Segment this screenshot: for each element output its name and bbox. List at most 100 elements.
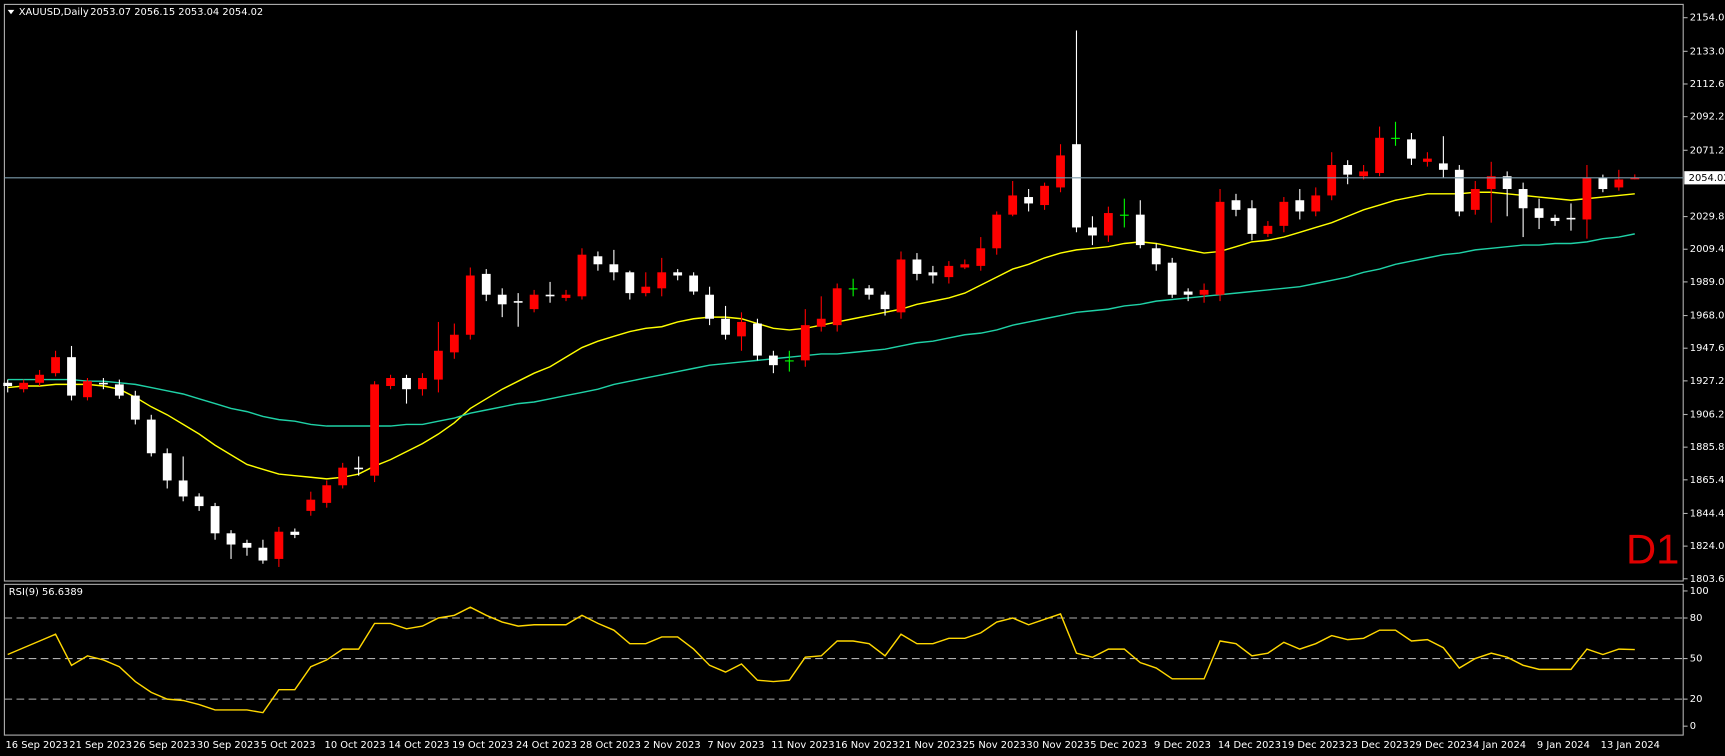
y-tick-label: 1824.00 [1690, 541, 1725, 552]
candle-body [832, 288, 842, 326]
candle-body [338, 467, 348, 486]
x-tick-label: 5 Dec 2023 [1090, 740, 1147, 751]
x-tick-label: 13 Jan 2024 [1601, 740, 1660, 751]
menu-arrow [7, 9, 15, 15]
candle-body [497, 294, 507, 305]
candle-body [35, 374, 45, 383]
candle-body [1630, 177, 1640, 180]
candle-body [1119, 214, 1129, 216]
candle-body [880, 294, 890, 310]
candle-body [1534, 208, 1544, 218]
candle-body [1391, 137, 1400, 139]
candle-body [354, 467, 364, 470]
rsi-title: RSI(9) 56.6389 [9, 587, 83, 598]
x-tick-label: 21 Sep 2023 [69, 740, 132, 751]
candle-body [593, 256, 603, 265]
candle-body [609, 264, 619, 273]
candle-body [912, 259, 922, 274]
candle-body [944, 265, 954, 278]
candle-body [290, 531, 300, 535]
candle-body [545, 294, 555, 297]
candle-body [386, 377, 395, 386]
candle-body [178, 480, 188, 497]
x-tick-label: 28 Oct 2023 [580, 740, 641, 751]
y-tick-label: 2092.20 [1690, 112, 1725, 123]
y-tick-label: 1906.20 [1690, 409, 1725, 420]
candle-body [784, 360, 794, 362]
candle-body [1072, 144, 1081, 228]
chart-title: XAUUSD,Daily [19, 7, 89, 18]
candle-body [657, 272, 667, 289]
candle-body [992, 214, 1002, 249]
y-tick-label: 1803.60 [1690, 574, 1725, 585]
candle-body [1151, 248, 1161, 265]
x-tick-label: 9 Dec 2023 [1154, 740, 1211, 751]
candle-body [306, 499, 316, 511]
candle-body [1279, 201, 1289, 226]
candle-body [1566, 217, 1576, 220]
candle-body [402, 377, 411, 390]
candle-body [1167, 262, 1177, 295]
candle-body [274, 531, 284, 559]
candle-body [1295, 200, 1305, 212]
candle-body [1024, 197, 1034, 204]
candle-body [1502, 176, 1512, 190]
candle-body [51, 357, 60, 374]
candle-body [242, 542, 252, 548]
candle-body [1423, 158, 1432, 162]
candle-body [816, 318, 826, 327]
candle-body [146, 419, 156, 454]
candle-body [928, 272, 938, 276]
candle-body [210, 506, 220, 534]
x-tick-label: 25 Nov 2023 [963, 740, 1026, 751]
rsi-frame [3, 583, 1684, 736]
timeframe-watermark: D1 [1626, 525, 1679, 572]
y-tick-label: 20 [1690, 694, 1703, 705]
x-tick-label: 23 Dec 2023 [1345, 740, 1408, 751]
y-tick-label: 2029.80 [1690, 212, 1725, 223]
candle-body [130, 395, 140, 420]
candle-body [1614, 179, 1624, 188]
y-tick-label: 2071.20 [1690, 145, 1725, 156]
ohlc-text: 2053.07 2056.15 2053.04 2054.02 [90, 7, 263, 18]
candle-body [1470, 189, 1480, 210]
candle-body [705, 294, 714, 319]
candle-body [449, 334, 459, 353]
y-tick-label: 1947.60 [1690, 343, 1725, 354]
candle-body [370, 384, 379, 476]
x-tick-label: 19 Oct 2023 [452, 740, 513, 751]
candle-body [19, 382, 29, 390]
y-tick-label: 2133.00 [1690, 46, 1725, 57]
x-tick-label: 2 Nov 2023 [644, 740, 701, 751]
candle-body [1327, 165, 1337, 196]
y-tick-label: 0 [1690, 721, 1696, 732]
candle-body [1343, 165, 1353, 175]
candle-body [800, 325, 810, 361]
y-tick-label: 2112.60 [1690, 79, 1725, 90]
candle-body [641, 286, 651, 294]
candle-body [768, 355, 778, 366]
y-tick-label: 2009.40 [1690, 244, 1725, 255]
candle-body [1199, 289, 1209, 295]
candle-body [162, 453, 172, 481]
x-tick-label: 10 Oct 2023 [325, 740, 386, 751]
y-tick-label: 2154.00 [1690, 13, 1725, 24]
x-tick-label: 24 Oct 2023 [516, 740, 577, 751]
candle-body [1454, 169, 1464, 212]
candle-body [226, 533, 236, 545]
candle-body [1375, 137, 1384, 174]
main-frame [3, 3, 1684, 582]
current-price-box [1684, 171, 1725, 185]
candle-body [1247, 208, 1257, 234]
candle-body [625, 272, 635, 294]
candle-body [418, 377, 427, 390]
y-tick-label: 1989.00 [1690, 277, 1725, 288]
candle-body [114, 384, 124, 396]
candle-body [1598, 177, 1608, 190]
candle-body [481, 273, 491, 295]
candle-body [67, 357, 76, 396]
candle-body [976, 248, 986, 266]
x-tick-label: 21 Nov 2023 [899, 740, 962, 751]
